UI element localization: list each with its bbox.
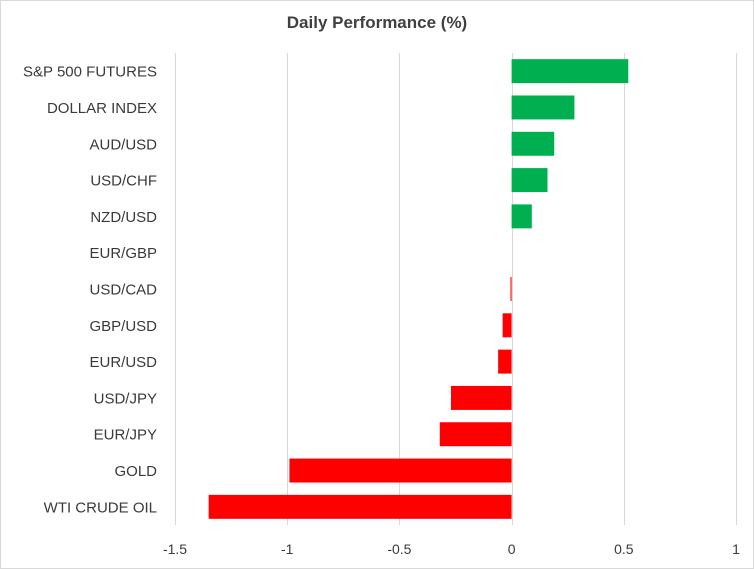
category-label: DOLLAR INDEX: [47, 100, 157, 117]
category-label: USD/JPY: [94, 390, 157, 407]
bar: [498, 349, 512, 374]
bar: [451, 385, 512, 410]
x-tick-label: 0: [508, 541, 516, 557]
bars: [208, 59, 629, 519]
category-label: EUR/JPY: [94, 427, 157, 444]
bar: [439, 422, 512, 447]
category-label: GBP/USD: [89, 318, 157, 335]
bar: [208, 494, 512, 519]
category-label: AUD/USD: [89, 136, 157, 153]
x-tick-label: -1: [281, 541, 294, 557]
category-label: USD/CHF: [90, 173, 157, 190]
x-tick-label: 1: [732, 541, 740, 557]
bar: [511, 59, 629, 84]
gridlines: [175, 53, 737, 525]
bar: [511, 204, 532, 229]
x-tick-label: -1.5: [163, 541, 187, 557]
chart-title: Daily Performance (%): [286, 13, 468, 32]
bar: [502, 313, 512, 338]
bar: [511, 95, 575, 120]
category-label: S&P 500 FUTURES: [23, 64, 157, 81]
category-label: USD/CAD: [89, 282, 157, 299]
category-labels: S&P 500 FUTURES DOLLAR INDEX AUD/USD USD/CH…: [23, 64, 157, 517]
x-tick-label: -0.5: [387, 541, 411, 557]
category-label: WTI CRUDE OIL: [44, 499, 157, 516]
x-tick-label: 0.5: [614, 541, 634, 557]
category-label: EUR/USD: [89, 354, 157, 371]
x-axis-tick-labels: -1.5 -1 -0.5 0 0.5 1: [163, 541, 740, 557]
bar: [511, 131, 555, 156]
bar: [289, 458, 512, 483]
category-label: EUR/GBP: [89, 245, 157, 262]
bar: [511, 168, 548, 193]
category-label: NZD/USD: [90, 209, 157, 226]
category-label: GOLD: [114, 463, 157, 480]
bar: [510, 277, 512, 301]
